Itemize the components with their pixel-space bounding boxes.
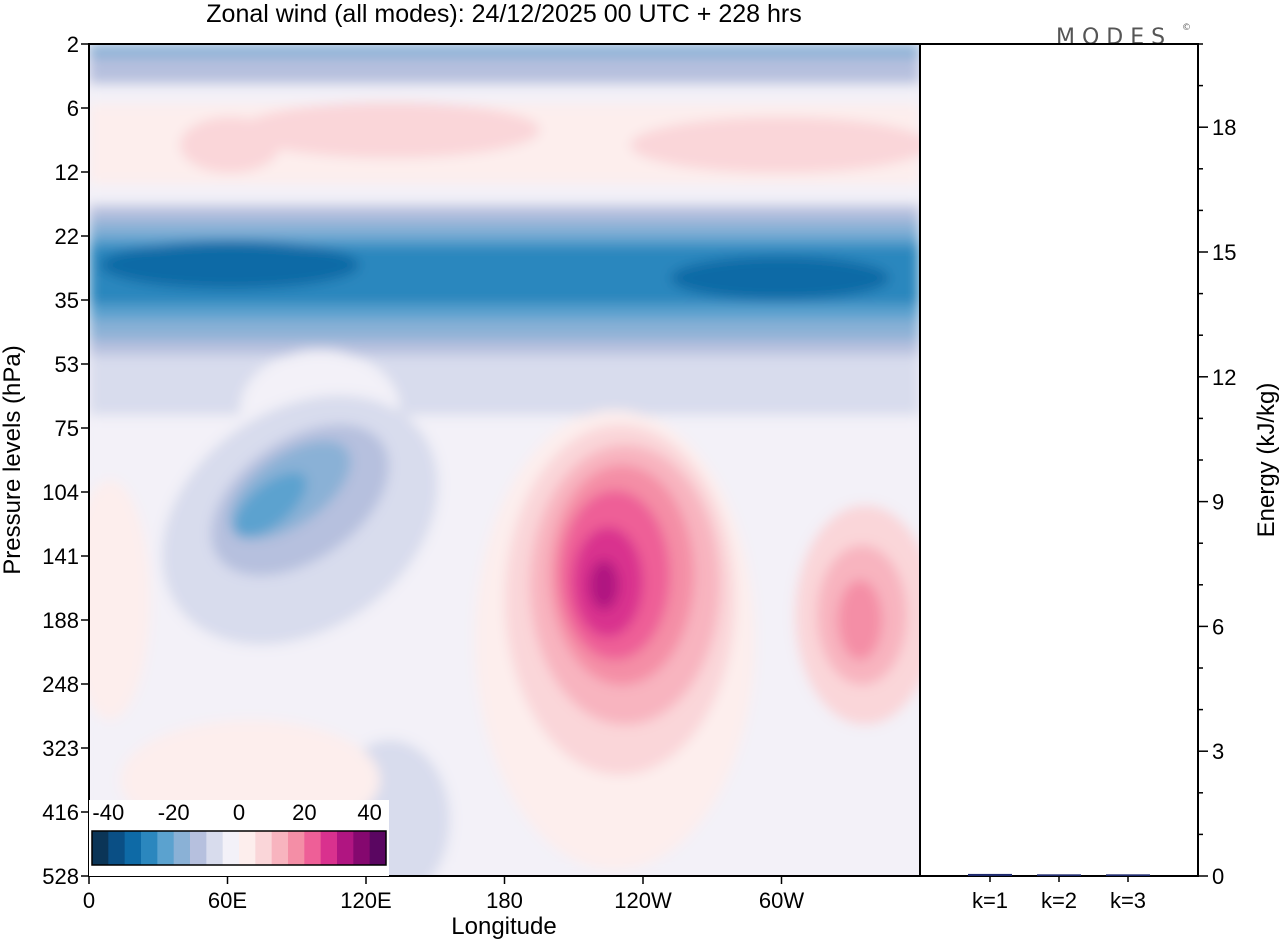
westerly-jet-l7: [589, 560, 619, 610]
heatmap-panel: [88, 43, 921, 877]
heatmap-bands: [89, 44, 920, 876]
colorbar-cell: [92, 831, 109, 865]
energy-bar: [1037, 874, 1081, 876]
colorbar-tick-label: -20: [158, 800, 190, 825]
chart-title: Zonal wind (all modes): 24/12/2025 00 UT…: [206, 0, 801, 28]
colorbar-cell: [337, 831, 354, 865]
y-tick-label: 35: [55, 288, 79, 313]
colorbar-cell: [222, 831, 240, 865]
y-tick-label: 323: [42, 736, 79, 761]
band-upper-westerly-core-a: [240, 102, 540, 158]
x-tick-label: 120E: [340, 888, 391, 913]
colorbar-cell: [190, 831, 207, 865]
energy-tick-label: 9: [1212, 490, 1224, 515]
band-lower-easterly: [89, 355, 920, 415]
colorbar-cell: [288, 831, 305, 865]
x-axis-label: Longitude: [451, 913, 556, 940]
energy-frame: [919, 43, 1199, 877]
westerly-second-core: [838, 580, 882, 660]
colorbar-cell: [255, 831, 273, 865]
pressure-axis: 2 6 12 22 35 53 75 104 141 188 248 323 416 528: [42, 32, 89, 889]
y-tick-label: 416: [42, 800, 79, 825]
energy-category-label: k=3: [1110, 888, 1146, 913]
colorbar-cell: [124, 831, 142, 865]
colorbar-cell: [173, 831, 191, 865]
band-jet-max-west: [100, 241, 360, 289]
x-tick-label: 60E: [208, 888, 247, 913]
band-top-easterly-core: [89, 44, 920, 58]
band-mid-neutral: [89, 184, 920, 208]
x-tick-label: 0: [83, 888, 95, 913]
energy-tick-label: 3: [1212, 739, 1224, 764]
band-jet-max-east: [670, 256, 890, 300]
energy-axis: 0 3 6 9 12 15 18: [1198, 43, 1236, 889]
y-tick-label: 141: [42, 544, 79, 569]
energy-tick-label: 6: [1212, 614, 1224, 639]
y-tick-label: 188: [42, 608, 79, 633]
colorbar-tick-label: 0: [233, 800, 245, 825]
energy-axis-label: Energy (kJ/kg): [1253, 383, 1280, 538]
westerly-weak-west: [89, 480, 150, 720]
band-upper-westerly-core-b: [630, 117, 920, 173]
energy-bars: [968, 873, 1150, 876]
colorbar-cell: [353, 831, 371, 865]
colorbar: -40 -20 0 20 40: [89, 800, 389, 876]
y-tick-label: 2: [67, 32, 79, 57]
colorbar-tick-label: 20: [292, 800, 316, 825]
longitude-axis: 0 60E 120E 180 120W 60W: [83, 876, 804, 913]
heatmap-field: [89, 44, 920, 876]
logo-mark: ©: [1182, 23, 1198, 33]
colorbar-cell: [369, 831, 387, 865]
x-tick-label: 180: [486, 888, 523, 913]
band-upper-neutral: [89, 84, 920, 104]
easterly-tongue-core: [233, 472, 307, 538]
energy-panel: 0 3 6 9 12 15 18 k=1 k=2 k=3 Energy (kJ/kg): [919, 43, 1280, 913]
colorbar-frame: [91, 830, 387, 866]
colorbar-tick-label: 40: [357, 800, 381, 825]
colorbar-cell: [320, 831, 338, 865]
energy-tick-label: 15: [1212, 240, 1236, 265]
energy-category-label: k=1: [972, 888, 1008, 913]
y-tick-label: 75: [55, 416, 79, 441]
energy-tick-label: 0: [1212, 864, 1224, 889]
energy-category-label: k=2: [1041, 888, 1077, 913]
colorbar-cell: [141, 831, 158, 865]
colorbar-cell: [304, 831, 322, 865]
colorbar-cell: [206, 831, 224, 865]
y-tick-label: 53: [55, 352, 79, 377]
y-tick-label: 528: [42, 864, 79, 889]
energy-tick-label: 18: [1212, 115, 1236, 140]
colorbar-tick-labels: -40 -20 0 20 40: [92, 800, 381, 825]
colorbar-cells: [92, 831, 387, 865]
energy-bar: [968, 873, 1012, 876]
y-tick-label: 248: [42, 672, 79, 697]
band-upper-westerly-core-c: [180, 117, 280, 173]
energy-category-labels: k=1 k=2 k=3: [972, 876, 1146, 913]
y-tick-label: 22: [55, 224, 79, 249]
energy-bar: [1106, 874, 1150, 876]
x-tick-label: 120W: [614, 888, 672, 913]
y-tick-label: 104: [42, 480, 79, 505]
colorbar-cell: [157, 831, 175, 865]
x-tick-label: 60W: [759, 888, 804, 913]
energy-tick-label: 12: [1212, 365, 1236, 390]
colorbar-cell: [108, 831, 126, 865]
colorbar-tick-label: -40: [92, 800, 124, 825]
y-tick-label: 6: [67, 96, 79, 121]
colorbar-cell: [239, 831, 256, 865]
y-axis-label: Pressure levels (hPa): [0, 345, 26, 574]
colorbar-cell: [271, 831, 289, 865]
y-tick-label: 12: [55, 160, 79, 185]
